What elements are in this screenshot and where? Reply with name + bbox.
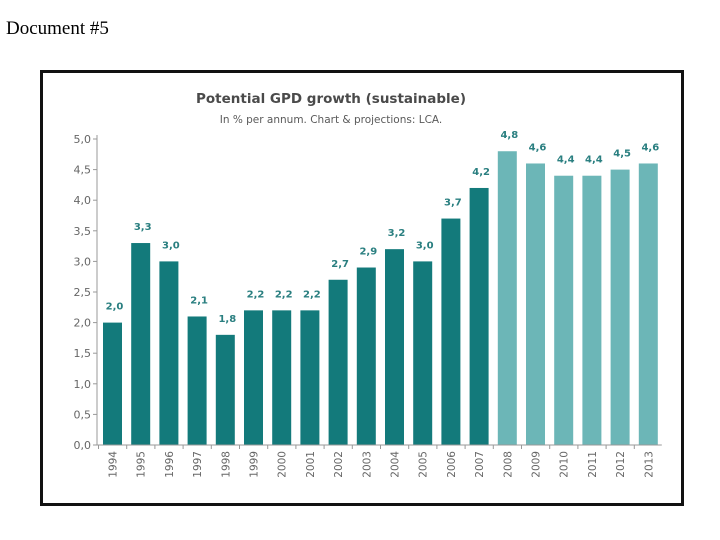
bar	[413, 261, 433, 445]
x-tick-label: 2007	[474, 451, 486, 478]
chart-title: Potential GPD growth (sustainable)	[196, 91, 466, 107]
value-label: 4,4	[585, 155, 603, 166]
projection-bar	[497, 151, 517, 445]
x-tick-label: 1995	[136, 451, 148, 478]
bar	[244, 310, 263, 445]
projection-bar	[638, 163, 658, 445]
x-tick-label: 1998	[220, 451, 232, 478]
bar	[272, 310, 292, 445]
bar	[385, 249, 404, 445]
x-tick-label: 2013	[643, 451, 655, 478]
x-tick-label: 2011	[587, 451, 599, 478]
projection-bar	[582, 175, 602, 445]
y-axis: 0,0 0,5 1,0 1,5 2,0 2,5 3,0 3,5 4,0 4,5 5,0	[74, 133, 98, 452]
y-tick-label: 0,0	[74, 439, 92, 452]
bar	[215, 334, 235, 445]
y-tick-label: 3,0	[74, 255, 92, 268]
value-label: 3,2	[388, 228, 406, 239]
x-tick-label: 2006	[446, 451, 458, 478]
value-label: 4,6	[529, 142, 547, 153]
chart-subtitle: In % per annum. Chart & projections: LCA…	[220, 114, 443, 126]
value-label: 2,0	[106, 302, 124, 313]
projection-bar	[526, 163, 545, 445]
value-label: 3,3	[134, 222, 152, 233]
value-label: 2,9	[359, 247, 377, 258]
bar	[300, 310, 320, 445]
x-tick-label: 1994	[108, 451, 120, 478]
projection-bar	[610, 169, 630, 445]
y-tick-label: 0,5	[74, 408, 92, 421]
value-label: 2,2	[303, 289, 321, 300]
gdp-growth-chart: Potential GPD growth (sustainable) In % …	[74, 91, 662, 478]
value-label: 2,2	[247, 289, 265, 300]
value-labels: 2,0 3,3 3,0 2,1 1,8 2,2 2,2 2,2 2,7 2,9 3,2 3,0 3,7 4…	[106, 130, 660, 325]
value-label: 4,5	[613, 149, 631, 160]
bar	[356, 267, 376, 445]
value-label: 4,2	[472, 167, 490, 178]
value-label: 4,8	[500, 130, 518, 141]
bar	[103, 322, 122, 445]
x-tick-label: 1996	[164, 451, 176, 478]
bar	[159, 261, 179, 445]
bars	[103, 151, 658, 445]
x-tick-label: 1997	[192, 451, 204, 478]
chart-frame: Potential GPD growth (sustainable) In % …	[40, 70, 684, 506]
value-label: 3,0	[416, 240, 434, 251]
value-label: 3,0	[162, 240, 180, 251]
value-label: 4,4	[557, 155, 575, 166]
x-tick-label: 2003	[361, 451, 373, 478]
value-label: 2,7	[331, 259, 349, 270]
y-tick-label: 3,5	[74, 225, 92, 238]
x-tick-label: 2002	[333, 451, 345, 478]
x-tick-label: 2000	[277, 451, 289, 478]
value-label: 3,7	[444, 198, 462, 209]
y-tick-label: 5,0	[74, 133, 92, 146]
x-tick-label: 2005	[418, 451, 430, 478]
x-tick-label: 2009	[531, 451, 543, 478]
y-tick-label: 1,5	[74, 347, 92, 360]
value-label: 1,8	[218, 314, 236, 325]
x-tick-label: 2008	[502, 451, 514, 478]
projection-bar	[554, 175, 574, 445]
x-tick-label: 2001	[305, 451, 317, 478]
y-tick-label: 4,0	[74, 194, 92, 207]
bar	[187, 316, 207, 445]
x-tick-label: 2004	[390, 451, 402, 478]
bar	[469, 187, 489, 445]
value-label: 2,1	[190, 295, 208, 306]
y-tick-label: 2,0	[74, 317, 92, 330]
y-tick-label: 4,5	[74, 164, 92, 177]
x-tick-label: 1999	[249, 451, 261, 478]
bar	[131, 243, 151, 445]
bar	[328, 279, 348, 445]
x-tick-label: 2012	[615, 451, 627, 478]
value-label: 2,2	[275, 289, 293, 300]
document-label: Document #5	[6, 18, 109, 39]
x-axis: 1994 1995 1996 1997 1998 1999 2000 2001 2002 2003…	[97, 444, 662, 478]
y-tick-label: 1,0	[74, 378, 92, 391]
value-label: 4,6	[641, 142, 659, 153]
y-tick-label: 2,5	[74, 286, 92, 299]
x-tick-label: 2010	[559, 451, 571, 478]
bar	[441, 218, 461, 445]
